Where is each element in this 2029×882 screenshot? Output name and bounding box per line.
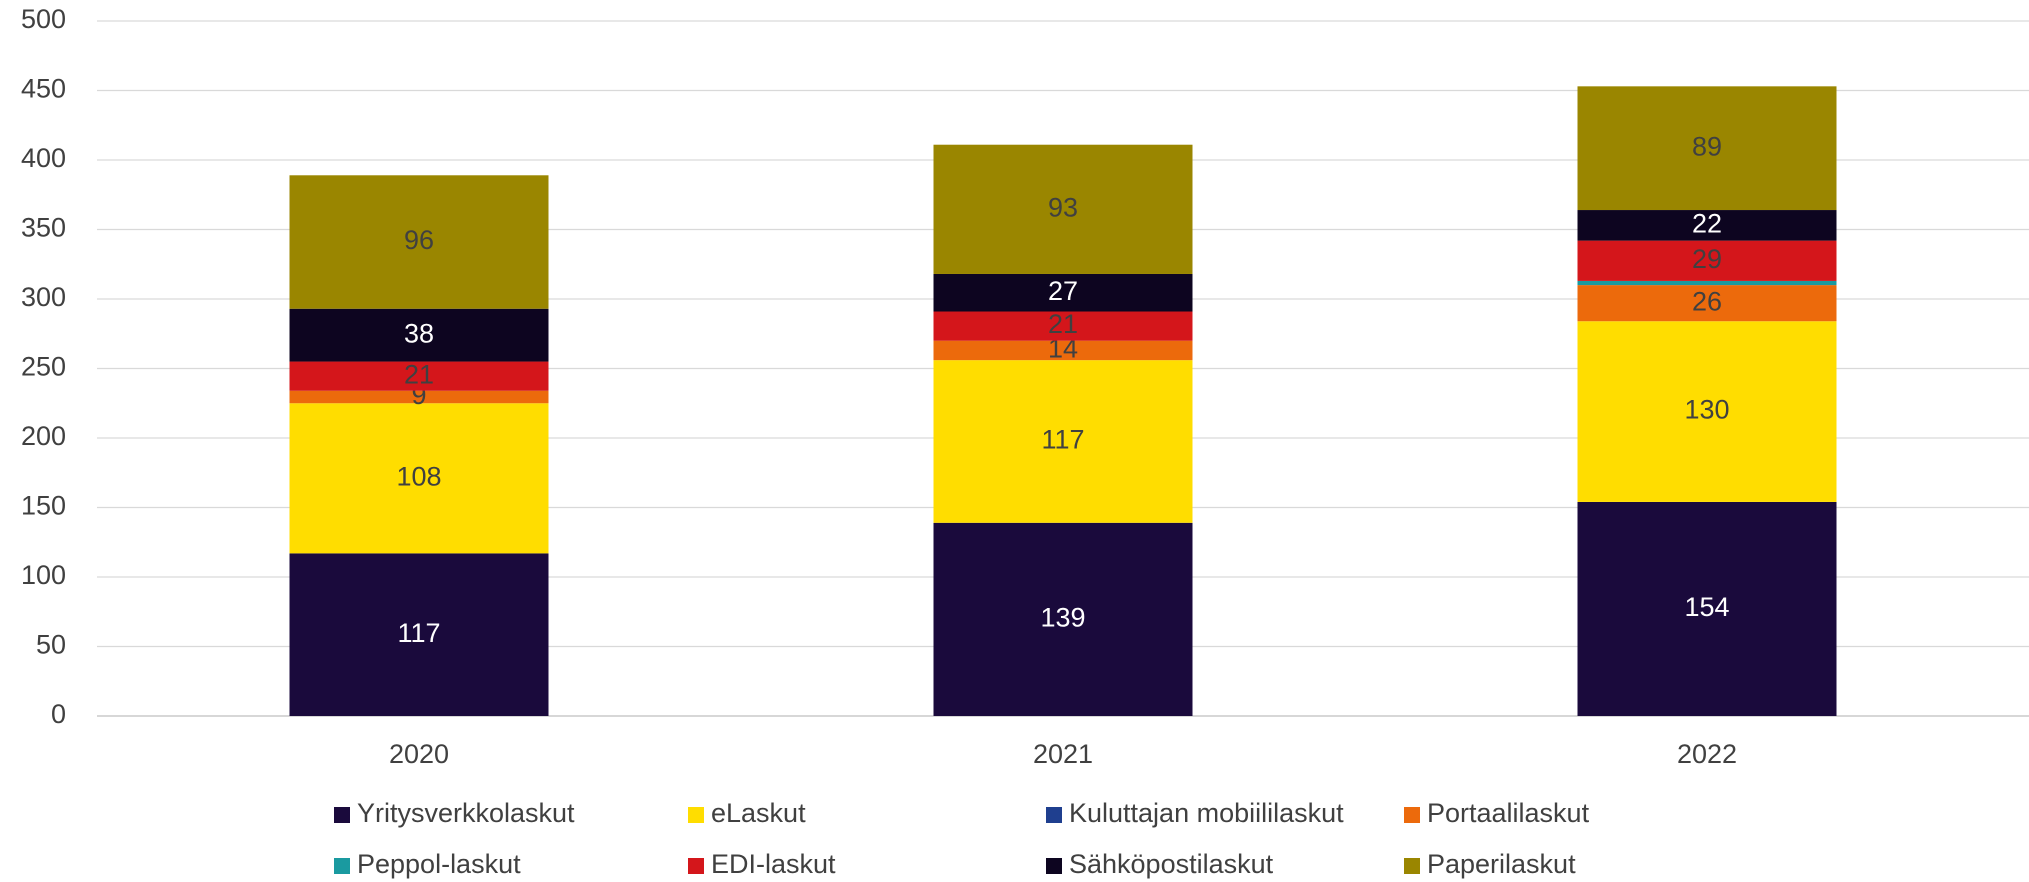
bar-segment bbox=[1577, 210, 1837, 241]
legend-marker bbox=[1404, 807, 1420, 823]
x-tick-label: 2021 bbox=[1033, 739, 1093, 769]
bar-segment bbox=[933, 522, 1193, 716]
y-tick-label: 300 bbox=[21, 282, 66, 312]
legend-marker bbox=[688, 807, 704, 823]
x-tick-label: 2020 bbox=[389, 739, 449, 769]
legend-marker bbox=[334, 858, 350, 874]
bar-segment bbox=[289, 553, 549, 716]
y-tick-label: 0 bbox=[51, 699, 66, 729]
bar-segment bbox=[933, 360, 1193, 523]
bar-segment bbox=[933, 311, 1193, 341]
legend-marker bbox=[1404, 858, 1420, 874]
data-label: 93 bbox=[1048, 192, 1078, 222]
data-label: 130 bbox=[1684, 395, 1729, 425]
data-label: 21 bbox=[404, 359, 434, 389]
bar-segment bbox=[289, 403, 549, 554]
legend-label: EDI-laskut bbox=[711, 849, 836, 879]
y-tick-label: 50 bbox=[36, 630, 66, 660]
data-label: 89 bbox=[1692, 131, 1722, 161]
y-tick-label: 100 bbox=[21, 560, 66, 590]
legend-label: Peppol-laskut bbox=[357, 849, 521, 879]
data-label: 117 bbox=[397, 618, 440, 648]
data-label: 22 bbox=[1692, 208, 1722, 238]
legend-label: Portaalilaskut bbox=[1427, 798, 1590, 828]
bar-segment bbox=[933, 273, 1193, 312]
y-tick-label: 150 bbox=[21, 491, 66, 521]
y-tick-label: 400 bbox=[21, 143, 66, 173]
data-label: 27 bbox=[1048, 276, 1078, 306]
data-label: 96 bbox=[404, 225, 434, 255]
bar-segment bbox=[289, 175, 549, 309]
data-label: 108 bbox=[396, 461, 441, 491]
bar-segment bbox=[1577, 86, 1837, 211]
legend-label: Paperilaskut bbox=[1427, 849, 1576, 879]
y-tick-label: 250 bbox=[21, 352, 66, 382]
bar-segment bbox=[933, 144, 1193, 274]
data-label: 154 bbox=[1684, 592, 1729, 622]
legend-marker bbox=[688, 858, 704, 874]
y-tick-label: 200 bbox=[21, 421, 66, 451]
y-tick-label: 350 bbox=[21, 213, 66, 243]
x-tick-label: 2022 bbox=[1677, 739, 1737, 769]
bar-segment bbox=[1577, 280, 1837, 286]
legend-marker bbox=[1046, 807, 1062, 823]
legend-marker bbox=[334, 807, 350, 823]
legend-label: Sähköpostilaskut bbox=[1069, 849, 1274, 879]
data-label: 21 bbox=[1048, 309, 1078, 339]
legend-label: Kuluttajan mobiililaskut bbox=[1069, 798, 1344, 828]
legend-marker bbox=[1046, 858, 1062, 874]
y-tick-label: 450 bbox=[21, 74, 66, 104]
legend-label: eLaskut bbox=[711, 798, 806, 828]
data-label: 29 bbox=[1692, 244, 1722, 274]
bar-segment bbox=[1577, 285, 1837, 322]
data-label: 38 bbox=[404, 318, 434, 348]
bar-segment bbox=[289, 390, 549, 404]
data-label: 139 bbox=[1040, 603, 1085, 633]
bar-segment bbox=[289, 361, 549, 391]
data-label: 26 bbox=[1692, 286, 1722, 316]
bar-segment bbox=[289, 308, 549, 362]
bar-segment bbox=[1577, 321, 1837, 502]
bar-segment bbox=[933, 340, 1193, 361]
y-tick-label: 500 bbox=[21, 4, 66, 34]
bar-segment bbox=[1577, 240, 1837, 281]
legend-label: Yritysverkkolaskut bbox=[357, 798, 575, 828]
bar-segment bbox=[1577, 501, 1837, 716]
data-label: 117 bbox=[1041, 425, 1084, 455]
